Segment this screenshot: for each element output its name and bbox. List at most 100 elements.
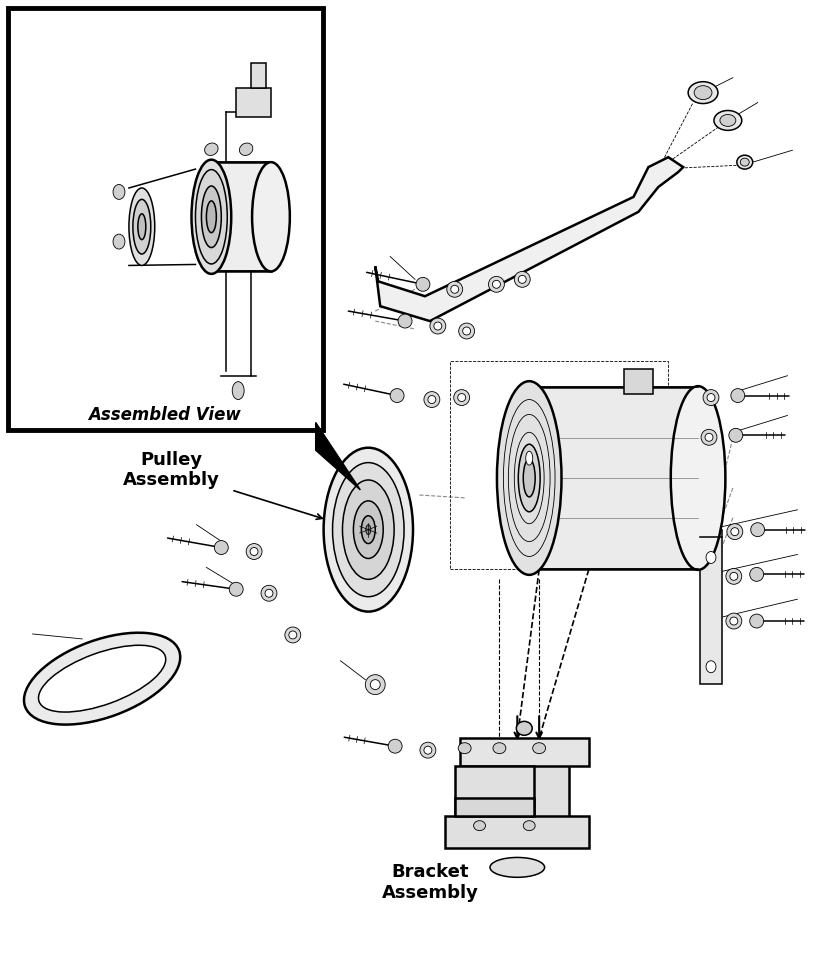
FancyBboxPatch shape (700, 529, 722, 684)
Ellipse shape (706, 551, 716, 564)
Ellipse shape (533, 742, 546, 754)
Circle shape (451, 286, 459, 293)
Ellipse shape (493, 742, 506, 754)
Polygon shape (375, 157, 683, 321)
Ellipse shape (204, 143, 218, 155)
Circle shape (370, 680, 380, 690)
Ellipse shape (740, 158, 749, 166)
Ellipse shape (361, 516, 375, 544)
Ellipse shape (694, 85, 712, 100)
Circle shape (462, 327, 471, 335)
Circle shape (420, 742, 436, 759)
Circle shape (454, 389, 470, 406)
Ellipse shape (239, 143, 253, 155)
Circle shape (730, 617, 738, 625)
Ellipse shape (192, 159, 232, 274)
Circle shape (751, 523, 765, 537)
Ellipse shape (129, 188, 155, 266)
Ellipse shape (474, 821, 485, 830)
Circle shape (265, 589, 273, 597)
Circle shape (214, 541, 228, 554)
Ellipse shape (523, 459, 535, 497)
FancyBboxPatch shape (7, 9, 323, 431)
Circle shape (750, 568, 763, 581)
Ellipse shape (671, 386, 725, 570)
FancyBboxPatch shape (455, 766, 534, 816)
FancyBboxPatch shape (529, 743, 569, 818)
FancyBboxPatch shape (529, 386, 698, 570)
Ellipse shape (523, 821, 535, 830)
Ellipse shape (706, 661, 716, 672)
Circle shape (388, 739, 402, 753)
Circle shape (489, 276, 504, 292)
Circle shape (366, 675, 385, 694)
Ellipse shape (497, 381, 562, 574)
Circle shape (289, 631, 297, 639)
Ellipse shape (353, 501, 383, 558)
Circle shape (424, 391, 440, 408)
Circle shape (729, 429, 743, 442)
Ellipse shape (232, 382, 244, 400)
Circle shape (424, 746, 432, 754)
Circle shape (459, 323, 475, 339)
Ellipse shape (207, 200, 217, 233)
Circle shape (731, 527, 739, 536)
Circle shape (246, 544, 262, 559)
Circle shape (727, 524, 743, 540)
Circle shape (398, 315, 412, 328)
Circle shape (726, 613, 742, 629)
Ellipse shape (195, 170, 227, 264)
Ellipse shape (526, 451, 533, 465)
Circle shape (261, 585, 277, 601)
Ellipse shape (133, 199, 151, 254)
Circle shape (726, 569, 742, 584)
Circle shape (457, 393, 466, 402)
FancyBboxPatch shape (624, 369, 653, 393)
Circle shape (703, 389, 719, 406)
Ellipse shape (490, 857, 545, 877)
Ellipse shape (24, 633, 180, 725)
Circle shape (416, 277, 430, 292)
Ellipse shape (202, 186, 222, 247)
FancyBboxPatch shape (455, 798, 534, 816)
Circle shape (492, 280, 500, 289)
Circle shape (250, 548, 258, 555)
Circle shape (229, 582, 243, 596)
Circle shape (705, 433, 713, 441)
Circle shape (428, 395, 436, 404)
Ellipse shape (516, 721, 533, 736)
Circle shape (390, 388, 404, 403)
FancyBboxPatch shape (251, 63, 266, 87)
Circle shape (707, 393, 715, 402)
Text: Assembled View: Assembled View (88, 407, 241, 425)
Ellipse shape (366, 525, 370, 534)
FancyBboxPatch shape (212, 162, 271, 271)
Circle shape (701, 430, 717, 445)
Polygon shape (316, 422, 361, 490)
Circle shape (447, 281, 462, 297)
Ellipse shape (458, 742, 471, 754)
Ellipse shape (39, 645, 165, 712)
FancyBboxPatch shape (460, 738, 589, 766)
FancyBboxPatch shape (445, 816, 589, 848)
Ellipse shape (519, 444, 540, 512)
Circle shape (430, 318, 446, 334)
Circle shape (731, 388, 745, 403)
Ellipse shape (323, 448, 413, 612)
Ellipse shape (720, 114, 736, 127)
FancyBboxPatch shape (237, 87, 271, 117)
Ellipse shape (113, 184, 125, 199)
Ellipse shape (113, 234, 125, 249)
Ellipse shape (737, 155, 753, 169)
Circle shape (750, 614, 763, 628)
Circle shape (514, 271, 530, 288)
Ellipse shape (252, 162, 289, 271)
Ellipse shape (332, 462, 404, 596)
Ellipse shape (342, 480, 394, 579)
Circle shape (434, 322, 442, 330)
Text: Pulley
Assembly: Pulley Assembly (123, 451, 220, 489)
Ellipse shape (688, 82, 718, 104)
Text: Bracket
Assembly: Bracket Assembly (381, 863, 478, 901)
Circle shape (284, 627, 301, 643)
Ellipse shape (714, 110, 742, 130)
